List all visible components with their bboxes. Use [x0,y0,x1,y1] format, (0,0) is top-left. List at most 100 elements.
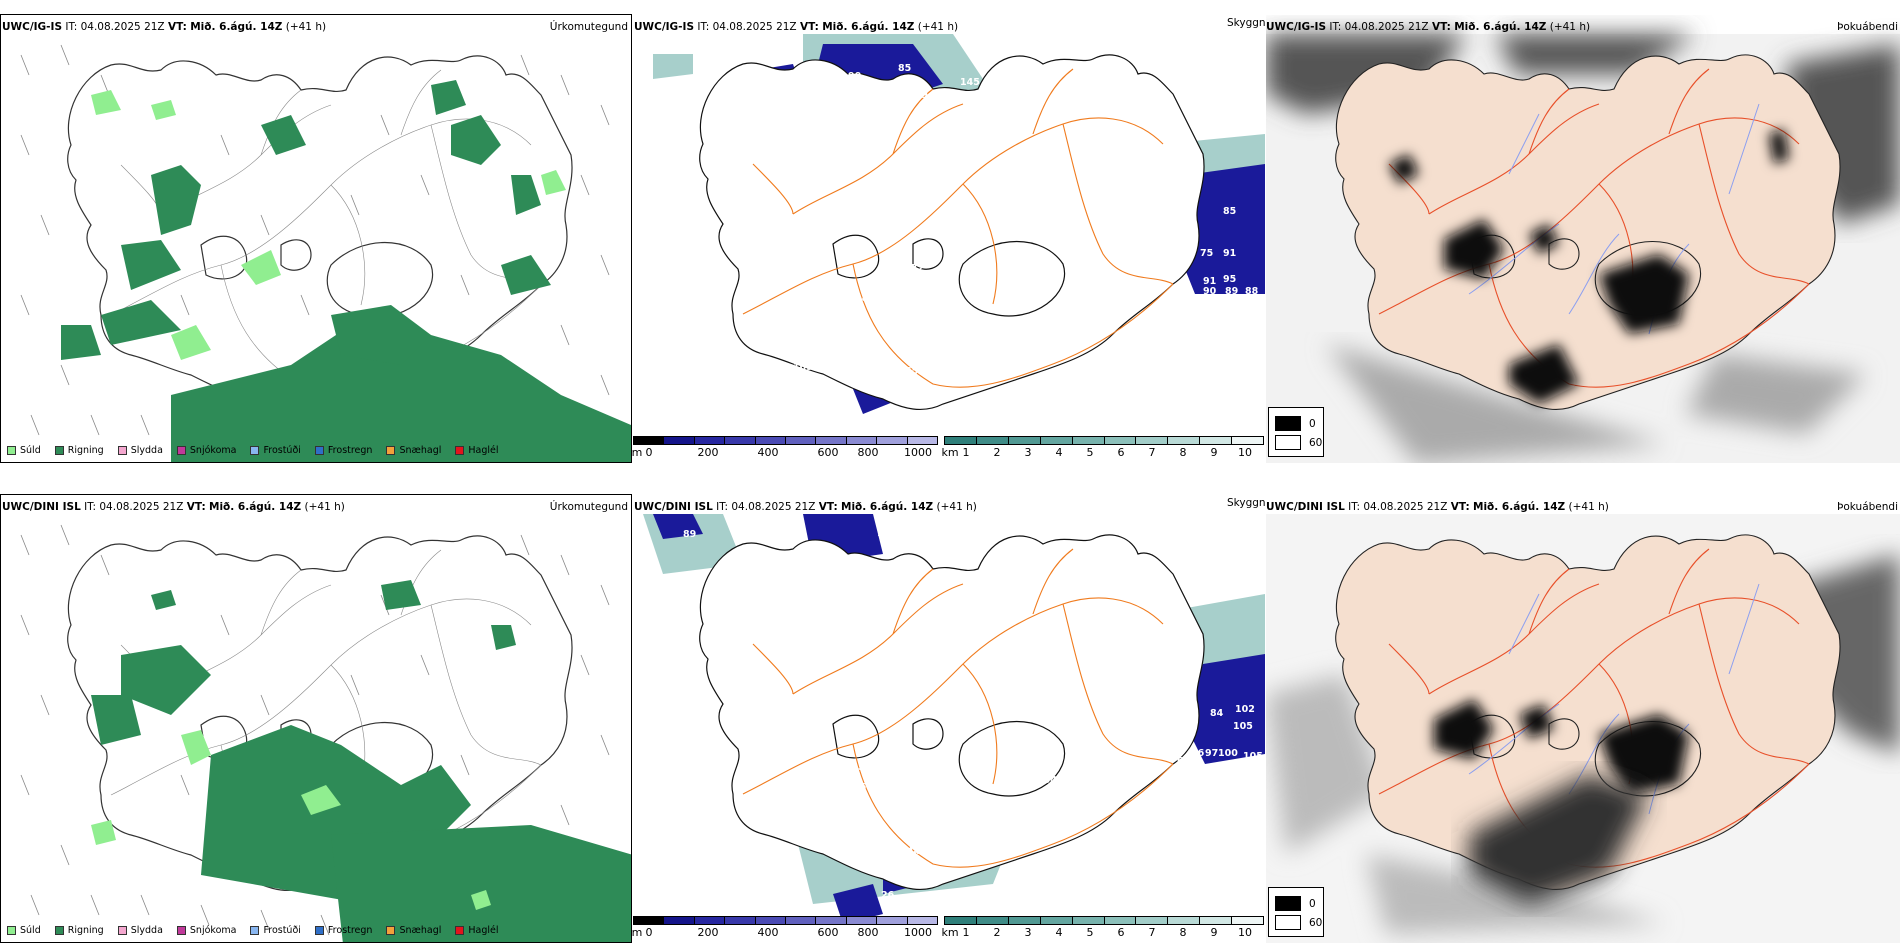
it-label: IT: [716,501,729,513]
model-name: UWC/IG-IS [1266,21,1327,33]
it-label: IT: [1348,501,1361,513]
cloud-base-label: 90 [848,71,862,82]
cloud-base-label: 45 [881,861,894,872]
header-row2-cloud: UWC/DINI ISL IT: 04.08.2025 21Z VT: Mið.… [634,500,977,514]
cloud-title-row2: Skyggni [1227,497,1269,509]
legend-swatch [54,446,64,455]
cloud-base-label: 85 [1223,206,1236,217]
header-row1-cloud: UWC/IG-IS IT: 04.08.2025 21Z VT: Mið. 6.… [634,20,958,34]
cloud-base-label: 97 [1205,748,1218,759]
cloud-base-label: 71 [1203,296,1216,307]
fog-swatch-light [1275,915,1301,930]
header-row1-fog: UWC/IG-IS IT: 04.08.2025 21Z VT: Mið. 6.… [1266,20,1590,34]
fog-panel-row1: 0 60 [1266,14,1900,463]
cloudbase-ticks: m 0 200 400 600 800 1000 [631,446,932,459]
cloud-base-label: 50 [888,271,902,282]
legend-item-rain: Rigning [54,925,104,936]
legend-swatch [117,446,127,455]
cloud-base-label: 165 [878,845,898,856]
cloudbase-ticks: m 0 200 400 600 800 1000 [631,926,932,939]
vt-value: Mið. 6.ágú. 14Z [190,21,283,33]
iceland-fog-map [1266,514,1900,943]
lead-time: (+41 h) [917,21,959,33]
cloud-base-label: 109 [793,362,813,373]
legend-swatch [176,446,186,455]
vt-label: VT: [1431,21,1451,33]
cloud-base-label: 48 [855,293,869,304]
cloud-base-label: 15 [1055,304,1068,315]
legend-item-graupel: Snæhagl [386,925,441,936]
cloud-base-label: 128 [885,90,905,101]
cloud-base-label: 85 [898,63,911,74]
cloud-base-label: 41 [911,871,924,882]
legend-item-freezing-rain: Frostregn [314,925,372,936]
cloud-base-label: 268 [1243,554,1263,565]
vt-label: VT: [167,21,187,33]
cloud-base-label: 79 [1043,828,1056,839]
it-value: 04.08.2025 21Z [80,21,165,33]
cloud-base-label: 119 [838,116,858,127]
legend-swatch [455,446,465,455]
legend-swatch [54,926,64,935]
it-value: 04.08.2025 21Z [712,21,797,33]
precip-legend: Súld Rigning Slydda Snjókoma Frostúði Fr… [7,925,499,936]
vt-value: Mið. 6.ágú. 14Z [841,501,934,513]
legend-item-drizzle: Súld [7,925,41,936]
cloud-base-label: 37 [791,324,804,335]
legend-item-snow: Snjókoma [176,925,236,936]
cloud-base-label: 13 [823,349,836,360]
cloud-base-label: 86 [1191,748,1205,759]
cloud-base-label: 84 [1210,708,1224,719]
legend-item-hail: Haglél [455,445,499,456]
header-row2-precip: UWC/DINI ISL IT: 04.08.2025 21Z VT: Mið.… [2,500,345,514]
fog-swatch-dark [1275,896,1301,911]
legend-item-sleet: Slydda [117,445,163,456]
cloudbase-scale-row2: m 0 200 400 600 800 1000 [631,916,938,939]
lead-time: (+41 h) [1568,501,1609,513]
cloud-base-label: 56 [688,574,702,585]
cloud-base-label: 100 [1218,748,1238,759]
legend-item-freezing-drizzle: Frostúði [250,925,301,936]
cloud-base-label: 56 [853,782,867,793]
visibility-ticks: km 1 2 3 4 5 6 7 8 9 10 [941,446,1252,459]
vt-label: VT: [186,501,206,513]
cloud-base-label: 145 [960,77,980,88]
it-value: 04.08.2025 21Z [99,501,184,513]
model-name: UWC/DINI ISL [2,501,81,513]
legend-item-snow: Snjókoma [176,445,236,456]
legend-swatch [314,446,324,455]
cloud-base-label: 129 [908,90,928,101]
cloud-base-label: 72 [911,263,924,274]
cloud-panel-row2: 89 106 99 56 268 102 84 105 86 97 100 105 63 50 39 57 56… [633,494,1265,943]
lead-time: (+41 h) [304,501,345,513]
cloud-base-label: 60 [808,124,822,135]
it-value: 04.08.2025 21Z [731,501,816,513]
cloud-base-label: 89 [1225,286,1238,297]
legend-swatch [250,446,260,455]
visibility-scale-row2: km 1 2 3 4 5 6 7 8 9 10 [941,916,1264,939]
lead-time: (+41 h) [936,501,977,513]
it-label: IT: [84,501,97,513]
legend-item-graupel: Snæhagl [386,445,441,456]
header-row2-fog: UWC/DINI ISL IT: 04.08.2025 21Z VT: Mið.… [1266,500,1609,514]
visibility-scale-row1: km 1 2 3 4 5 6 7 8 9 10 [941,436,1264,459]
vt-value: Mið. 6.ágú. 14Z [1454,21,1547,33]
model-name: UWC/DINI ISL [634,501,713,513]
it-label: IT: [697,21,710,33]
legend-item-freezing-drizzle: Frostúði [250,445,301,456]
precip-title-row1: Úrkomutegund [549,21,628,33]
fog-title-row1: Þokuábendi [1837,21,1898,33]
fog-legend-row1: 0 60 [1268,407,1324,457]
cloud-base-label: 57 [858,762,871,773]
cloud-base-label: 114 [1023,750,1043,761]
legend-swatch [7,446,16,455]
it-label: IT: [65,21,78,33]
cloud-base-label: 90 [1203,286,1217,297]
fog-legend-row2: 0 60 [1268,887,1324,937]
cloud-base-label: 89 [683,529,696,540]
cloud-base-label: 88 [1245,286,1259,297]
visibility-bar [944,436,1264,445]
precip-panel-row1: Súld Rigning Slydda Snjókoma Frostúði Fr… [0,14,632,463]
cloud-base-label: 50 [898,723,912,734]
